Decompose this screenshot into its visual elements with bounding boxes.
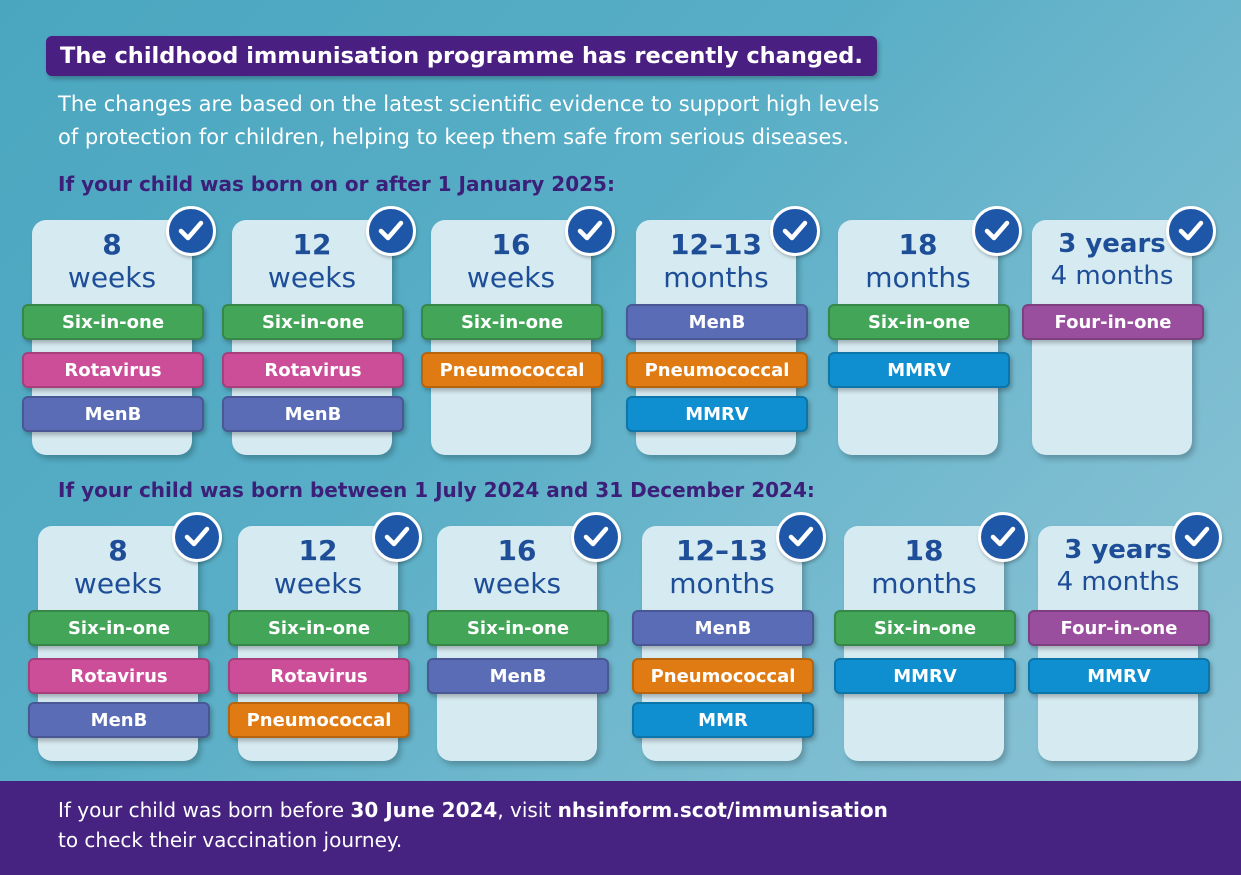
vaccine-badge: Six-in-one <box>222 304 404 340</box>
checkmark-icon <box>366 206 416 256</box>
footer-text-2: , visit <box>497 798 558 822</box>
age-label: 16 weeks <box>437 534 597 600</box>
vaccine-badge: Six-in-one <box>834 610 1016 646</box>
vaccine-badge: MenB <box>22 396 204 432</box>
age-label: 12 weeks <box>232 228 392 294</box>
age-unit: weeks <box>67 261 157 294</box>
vaccine-badge: MMRV <box>1028 658 1210 694</box>
age-unit: weeks <box>267 261 357 294</box>
vaccine-badge: MenB <box>427 658 609 694</box>
age-value: 8 <box>102 228 122 261</box>
checkmark-icon <box>1166 206 1216 256</box>
intro-line-1: The changes are based on the latest scie… <box>58 92 880 116</box>
footer-banner: If your child was born before 30 June 20… <box>0 781 1241 875</box>
age-value: 12 <box>298 534 338 567</box>
age-value: 12 <box>292 228 332 261</box>
vaccine-badge: Rotavirus <box>28 658 210 694</box>
age-value: 18 <box>898 228 938 261</box>
footer-line-2: to check their vaccination journey. <box>58 828 403 852</box>
age-label: 8 weeks <box>38 534 198 600</box>
vaccine-badge: Pneumococcal <box>421 352 603 388</box>
vaccine-badge: Pneumococcal <box>626 352 808 388</box>
vaccine-badge: Rotavirus <box>222 352 404 388</box>
vaccine-badge: Six-in-one <box>28 610 210 646</box>
footer-link[interactable]: nhsinform.scot/immunisation <box>557 798 888 822</box>
age-unit: months <box>663 261 769 294</box>
age-label: 8 weeks <box>32 228 192 294</box>
checkmark-icon <box>1172 512 1222 562</box>
checkmark-icon <box>972 206 1022 256</box>
cohort-1-schedule: 8 weeks Six-in-one Rotavirus MenB 12 weeks Six-… <box>0 206 1241 462</box>
age-unit: 4 months <box>1050 261 1174 291</box>
age-value: 3 years <box>1058 229 1166 259</box>
checkmark-icon <box>571 512 621 562</box>
vaccine-badge: Rotavirus <box>22 352 204 388</box>
age-unit: months <box>669 567 775 600</box>
vaccine-badge: MMR <box>632 702 814 738</box>
vaccine-badge: MMRV <box>626 396 808 432</box>
age-label: 16 weeks <box>431 228 591 294</box>
checkmark-icon <box>372 512 422 562</box>
age-label: 18 months <box>838 228 998 294</box>
vaccine-badge: MMRV <box>828 352 1010 388</box>
age-unit: months <box>865 261 971 294</box>
vaccine-badge: Pneumococcal <box>228 702 410 738</box>
age-value: 18 <box>904 534 944 567</box>
intro-text: The changes are based on the latest scie… <box>58 88 958 154</box>
age-unit: months <box>871 567 977 600</box>
age-value: 12–13 <box>676 534 768 567</box>
cohort-2-schedule: 8 weeks Six-in-one Rotavirus MenB 12 weeks Six-… <box>0 512 1241 768</box>
age-label: 18 months <box>844 534 1004 600</box>
vaccine-badge: Six-in-one <box>828 304 1010 340</box>
vaccine-badge: Four-in-one <box>1028 610 1210 646</box>
age-label: 3 years 4 months <box>1038 534 1198 598</box>
age-label: 12–13 months <box>636 228 796 294</box>
vaccine-badge: Six-in-one <box>427 610 609 646</box>
vaccine-badge: MenB <box>626 304 808 340</box>
age-label: 12 weeks <box>238 534 398 600</box>
vaccine-badge: Six-in-one <box>421 304 603 340</box>
age-unit: weeks <box>273 567 363 600</box>
vaccine-badge: Six-in-one <box>22 304 204 340</box>
footer-date: 30 June 2024 <box>350 798 498 822</box>
footer-text: If your child was born before <box>58 798 351 822</box>
age-unit: weeks <box>466 261 556 294</box>
cohort-2-title: If your child was born between 1 July 20… <box>58 478 815 502</box>
vaccine-badge: Pneumococcal <box>632 658 814 694</box>
vaccine-badge: MenB <box>222 396 404 432</box>
cohort-1-title: If your child was born on or after 1 Jan… <box>58 172 615 196</box>
intro-line-2: of protection for children, helping to k… <box>58 125 849 149</box>
age-unit: weeks <box>73 567 163 600</box>
vaccine-badge: Four-in-one <box>1022 304 1204 340</box>
age-value: 16 <box>491 228 531 261</box>
age-value: 8 <box>108 534 128 567</box>
vaccine-badge: MenB <box>28 702 210 738</box>
age-unit: 4 months <box>1056 567 1180 597</box>
checkmark-icon <box>770 206 820 256</box>
age-value: 16 <box>497 534 537 567</box>
age-value: 3 years <box>1064 535 1172 565</box>
checkmark-icon <box>776 512 826 562</box>
age-value: 12–13 <box>670 228 762 261</box>
vaccine-badge: MenB <box>632 610 814 646</box>
age-unit: weeks <box>472 567 562 600</box>
checkmark-icon <box>166 206 216 256</box>
checkmark-icon <box>978 512 1028 562</box>
age-label: 3 years 4 months <box>1032 228 1192 292</box>
vaccine-badge: MMRV <box>834 658 1016 694</box>
age-label: 12–13 months <box>642 534 802 600</box>
footer-line-1: If your child was born before 30 June 20… <box>58 795 1241 825</box>
vaccine-badge: Six-in-one <box>228 610 410 646</box>
checkmark-icon <box>565 206 615 256</box>
vaccine-badge: Rotavirus <box>228 658 410 694</box>
checkmark-icon <box>172 512 222 562</box>
page-title: The childhood immunisation programme has… <box>46 36 877 76</box>
